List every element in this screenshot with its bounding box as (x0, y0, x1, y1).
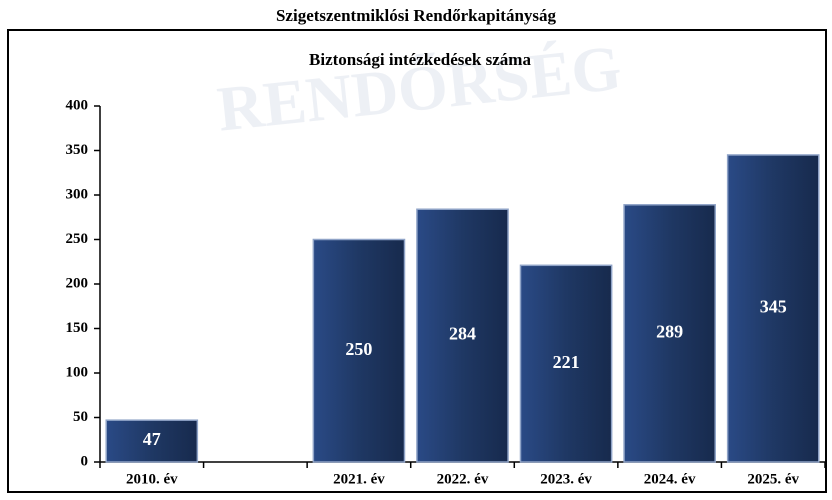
bar (519, 264, 613, 463)
y-tick-label: 250 (66, 231, 89, 247)
data-label: 250 (345, 339, 372, 359)
y-tick-label: 50 (73, 409, 88, 425)
bar (726, 154, 820, 463)
y-tick-label: 350 (66, 142, 89, 158)
x-tick-label: 2024. év (644, 471, 696, 487)
bar (105, 419, 199, 463)
x-tick-label: 2022. év (437, 471, 489, 487)
x-tick-label: 2023. év (540, 471, 592, 487)
data-label: 284 (449, 324, 476, 344)
y-tick-label: 400 (66, 97, 89, 113)
bar (623, 204, 716, 463)
page-title: Szigetszentmiklósi Rendőrkapitányság (276, 6, 557, 25)
bar (416, 208, 509, 463)
x-tick-label: 2021. év (333, 471, 385, 487)
y-tick-label: 150 (66, 320, 89, 336)
bar (312, 238, 406, 463)
x-tick-label: 2025. év (747, 471, 799, 487)
data-label: 289 (656, 322, 683, 342)
chart-title: Biztonsági intézkedések száma (309, 50, 531, 69)
data-label: 221 (553, 352, 580, 372)
y-tick-label: 300 (66, 186, 89, 202)
data-label: 47 (143, 429, 161, 449)
y-tick-label: 200 (66, 275, 89, 291)
y-tick-label: 100 (66, 364, 89, 380)
data-label: 345 (760, 297, 787, 317)
y-tick-label: 0 (81, 453, 89, 469)
x-tick-label: 2010. év (126, 471, 178, 487)
